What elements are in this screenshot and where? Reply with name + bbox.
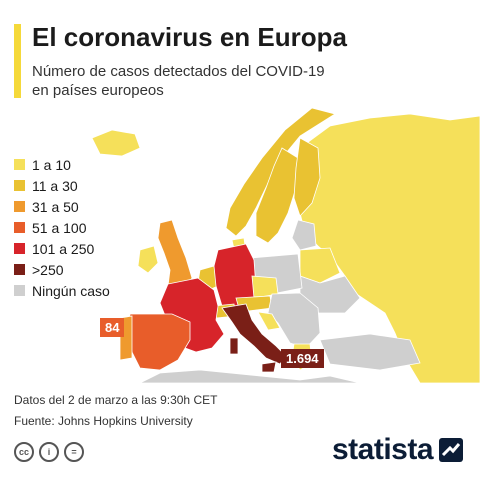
map-region-baltics xyxy=(291,219,317,251)
legend-label: 101 a 250 xyxy=(32,240,95,257)
subtitle-line-2: en países europeos xyxy=(32,82,164,99)
source-note: Fuente: Johns Hopkins University xyxy=(14,414,193,428)
map-region-finland xyxy=(293,137,321,217)
statista-mark-icon xyxy=(439,438,464,462)
map-region-norway xyxy=(225,108,336,237)
map-region-uk xyxy=(157,219,193,289)
legend-item: 1 a 10 xyxy=(14,154,110,175)
legend: 1 a 10 11 a 30 31 a 50 51 a 100 101 a 250 >25… xyxy=(14,154,110,301)
legend-swatch xyxy=(14,285,25,296)
legend-swatch xyxy=(14,243,25,254)
no-derivatives-icon[interactable]: = xyxy=(64,442,84,462)
map-region-croatia xyxy=(257,311,281,331)
legend-label: >250 xyxy=(32,261,64,278)
page-title: El coronavirus en Europa xyxy=(32,22,347,52)
italy-count-label: 1.694 xyxy=(281,349,324,368)
map-region-ireland xyxy=(137,245,159,274)
legend-swatch xyxy=(14,201,25,212)
legend-item: 51 a 100 xyxy=(14,217,110,238)
legend-swatch xyxy=(14,222,25,233)
map-region-north-africa xyxy=(139,369,361,383)
brand-name: statista xyxy=(332,433,434,466)
europe-map xyxy=(91,108,480,383)
attribution-icon[interactable]: i xyxy=(39,442,59,462)
legend-label: 51 a 100 xyxy=(32,219,87,236)
subtitle-line-1: Número de casos detectados del COVID-19 xyxy=(32,63,325,80)
legend-item: >250 xyxy=(14,259,110,280)
legend-item: Ningún caso xyxy=(14,280,110,301)
page-subtitle: Número de casos detectados del COVID-19 … xyxy=(32,62,372,100)
cc-icon[interactable]: cc xyxy=(14,442,34,462)
data-date-note: Datos del 2 de marzo a las 9:30h CET xyxy=(14,393,218,407)
map-region-turkey xyxy=(319,333,421,371)
statista-logo[interactable]: statista xyxy=(332,433,464,467)
accent-bar xyxy=(14,24,21,98)
legend-item: 101 a 250 xyxy=(14,238,110,259)
legend-label: 11 a 30 xyxy=(32,177,78,194)
legend-label: 1 a 10 xyxy=(32,156,71,173)
map-region-sicily xyxy=(261,361,277,373)
legend-item: 31 a 50 xyxy=(14,196,110,217)
legend-item: 11 a 30 xyxy=(14,175,110,196)
spain-count-label: 84 xyxy=(100,318,125,337)
cc-license-icons: cc i = xyxy=(14,442,84,462)
legend-label: Ningún caso xyxy=(32,282,110,299)
legend-label: 31 a 50 xyxy=(32,198,79,215)
map-region-sardinia xyxy=(229,337,239,355)
legend-swatch xyxy=(14,180,25,191)
map-region-iceland xyxy=(91,129,141,157)
legend-swatch xyxy=(14,159,25,170)
map-region-spain xyxy=(127,313,191,371)
legend-swatch xyxy=(14,264,25,275)
